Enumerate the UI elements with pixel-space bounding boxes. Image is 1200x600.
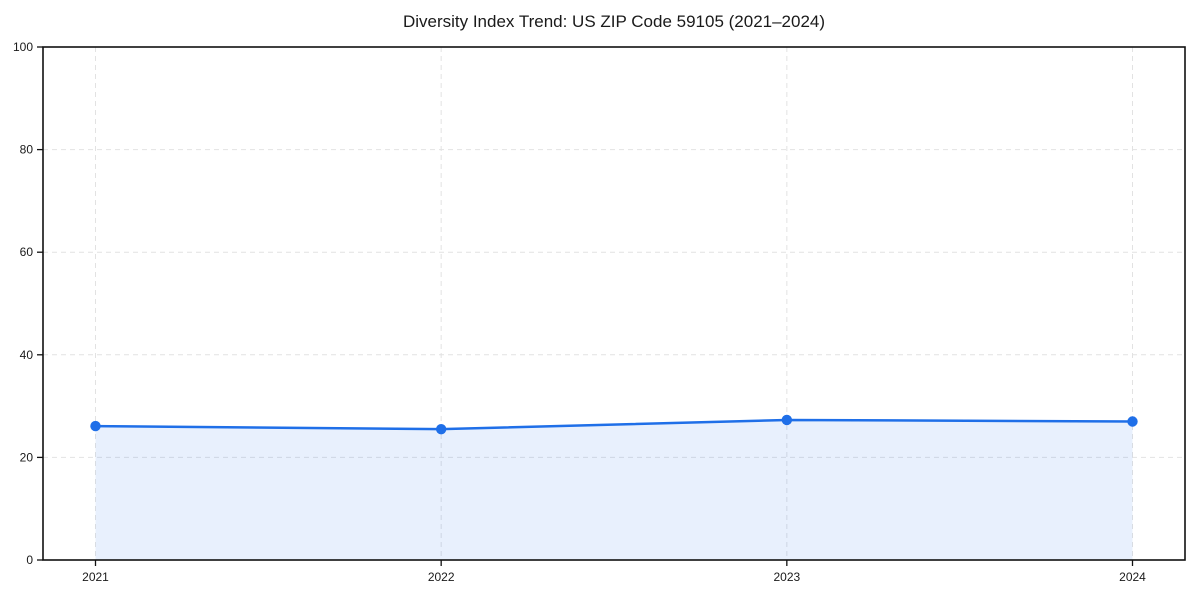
x-tick-label: 2022 <box>428 570 455 584</box>
y-tick-label: 20 <box>20 450 34 464</box>
plot-border <box>42 46 1186 561</box>
x-tick-label: 2021 <box>82 570 109 584</box>
data-point <box>435 423 447 435</box>
y-tick-label: 60 <box>20 245 34 259</box>
y-tick-label: 40 <box>20 348 34 362</box>
area-fill <box>95 419 1133 560</box>
x-tick-label: 2023 <box>773 570 800 584</box>
y-tick-label: 100 <box>13 40 33 54</box>
x-tick-label: 2024 <box>1119 570 1146 584</box>
chart-title: Diversity Index Trend: US ZIP Code 59105… <box>402 12 826 31</box>
y-tick-label: 80 <box>20 143 34 157</box>
data-point <box>781 414 793 426</box>
data-point <box>90 420 101 432</box>
y-tick-label: 0 <box>26 553 33 567</box>
trend-line <box>94 418 1134 431</box>
data-point <box>1127 416 1138 427</box>
